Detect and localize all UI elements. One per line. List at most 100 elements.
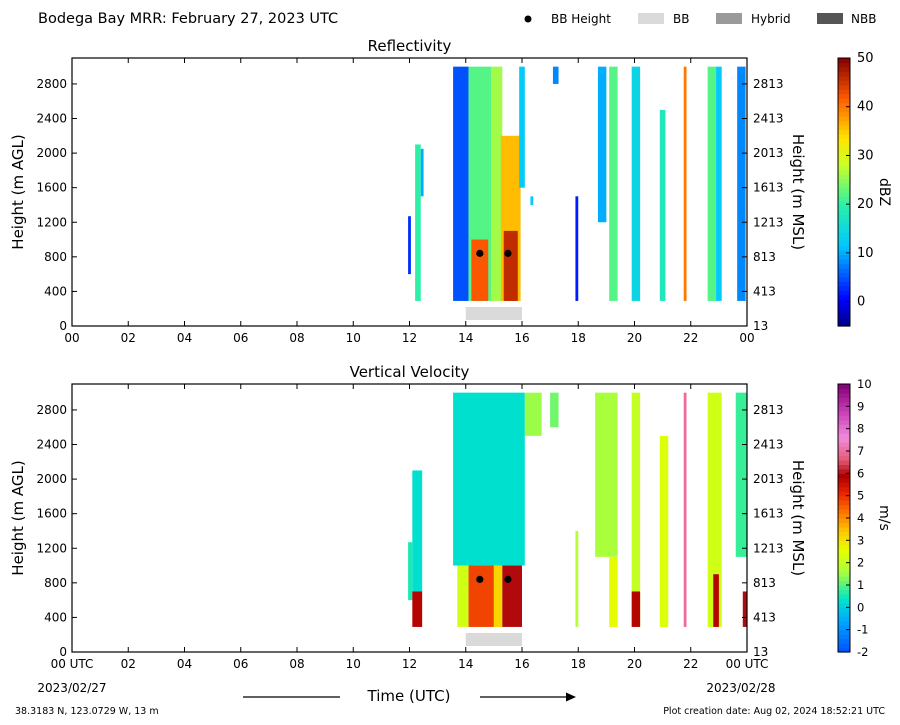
x-tick-label: 12 — [402, 657, 417, 671]
x-tick-label: 04 — [177, 657, 192, 671]
colorbar-segment — [838, 513, 850, 519]
bb-height-point — [504, 575, 512, 583]
colorbar-segment — [838, 98, 850, 104]
y-tick-label: 2800 — [36, 77, 67, 91]
bright-band-bar — [465, 307, 522, 320]
bb-height-point — [476, 575, 484, 583]
y-tick-label: 1200 — [36, 215, 67, 229]
colorbar-segment — [838, 531, 850, 537]
colorbar-segment — [838, 392, 850, 398]
colorbar-segment — [838, 428, 850, 434]
creation-date-label: Plot creation date: Aug 02, 2024 18:52:2… — [663, 706, 885, 717]
echo-column — [457, 565, 469, 627]
colorbar-segment — [838, 482, 850, 488]
x-tick-label: 00 UTC — [726, 657, 769, 671]
x-tick-label: 00 — [64, 331, 79, 345]
colorbar-tick-label: 1 — [857, 578, 864, 592]
colorbar-segment — [838, 576, 850, 582]
y2-tick-label: 13 — [753, 645, 768, 659]
colorbar-segment — [838, 540, 850, 546]
colorbar-segment — [838, 464, 850, 470]
x-tick-label: 20 — [627, 657, 642, 671]
colorbar-segment — [838, 647, 850, 653]
colorbar-segment — [838, 442, 850, 448]
colorbar-segment — [838, 419, 850, 425]
y2-tick-label: 13 — [753, 319, 768, 333]
x-tick-label: 12 — [402, 331, 417, 345]
location-label: 38.3183 N, 123.0729 W, 13 m — [15, 706, 159, 717]
echo-column — [707, 66, 717, 301]
echo-column — [524, 392, 542, 436]
y2-tick-label: 1613 — [753, 507, 784, 521]
colorbar-segment — [838, 227, 850, 233]
legend-hybrid-label: Hybrid — [751, 12, 791, 26]
bright-band-bar — [465, 633, 522, 646]
x-tick-label: 20 — [627, 331, 642, 345]
colorbar-tick-label: -1 — [857, 623, 868, 637]
echo-column — [415, 144, 421, 301]
x-axis-label: Time (UTC) — [367, 687, 451, 705]
y-tick-label: 800 — [44, 576, 67, 590]
y-tick-label: 400 — [44, 610, 67, 624]
colorbar-tick-label: 50 — [857, 51, 874, 66]
colorbar-segment — [838, 187, 850, 193]
y2-tick-label: 1613 — [753, 181, 784, 195]
colorbar-segment — [838, 415, 850, 421]
colorbar-tick-label: -2 — [857, 645, 868, 659]
colorbar-segment — [838, 223, 850, 229]
colorbar-segment — [838, 75, 850, 81]
y2-axis-label: Height (m MSL) — [789, 460, 807, 576]
y-tick-label: 1200 — [36, 541, 67, 555]
colorbar-segment — [838, 80, 850, 86]
echo-column — [737, 66, 746, 301]
colorbar-segment — [838, 205, 850, 211]
legend-bb-swatch — [638, 13, 664, 24]
colorbar-segment — [838, 107, 850, 113]
colorbar-segment — [838, 451, 850, 457]
colorbar-segment — [838, 116, 850, 122]
echo-column — [659, 435, 669, 627]
colorbar-segment — [838, 308, 850, 314]
colorbar-segment — [838, 317, 850, 323]
x-tick-label: 18 — [571, 657, 586, 671]
colorbar-segment — [838, 593, 850, 599]
colorbar-segment — [838, 455, 850, 461]
legend-nbb-swatch — [817, 13, 843, 24]
colorbar-tick-label: 9 — [857, 399, 864, 413]
colorbar-segment — [838, 102, 850, 108]
colorbar-segment — [838, 509, 850, 515]
y-axis-label: Height (m AGL) — [9, 134, 27, 249]
colorbar-segment — [838, 321, 850, 327]
colorbar-segment — [838, 254, 850, 260]
x-tick-label: 08 — [289, 331, 304, 345]
legend-nbb-label: NBB — [851, 12, 876, 26]
y2-tick-label: 413 — [753, 610, 776, 624]
colorbar-segment — [838, 250, 850, 256]
colorbar-segment — [838, 142, 850, 148]
y-axis-label: Height (m AGL) — [9, 460, 27, 575]
colorbar-tick-label: 10 — [857, 377, 872, 391]
echo-column — [408, 542, 413, 601]
colorbar-segment — [838, 290, 850, 296]
colorbar-segment — [838, 634, 850, 640]
colorbar-segment — [838, 468, 850, 474]
colorbar-segment — [838, 209, 850, 215]
x-tick-label: 14 — [458, 657, 473, 671]
echo-column — [502, 565, 522, 627]
echo-column — [519, 66, 525, 188]
colorbar-segment — [838, 424, 850, 430]
colorbar-segment — [838, 495, 850, 501]
echo-column — [471, 239, 489, 301]
colorbar-segment — [838, 607, 850, 613]
y2-tick-label: 1213 — [753, 215, 784, 229]
echo-column — [631, 591, 641, 627]
colorbar-segment — [838, 174, 850, 180]
echo-column — [713, 574, 719, 627]
colorbar-segment — [838, 602, 850, 608]
colorbar-tick-label: 3 — [857, 533, 864, 547]
echo-column — [597, 66, 607, 223]
colorbar-segment — [838, 303, 850, 309]
x-tick-label: 00 — [739, 331, 754, 345]
colorbar-segment — [838, 138, 850, 144]
